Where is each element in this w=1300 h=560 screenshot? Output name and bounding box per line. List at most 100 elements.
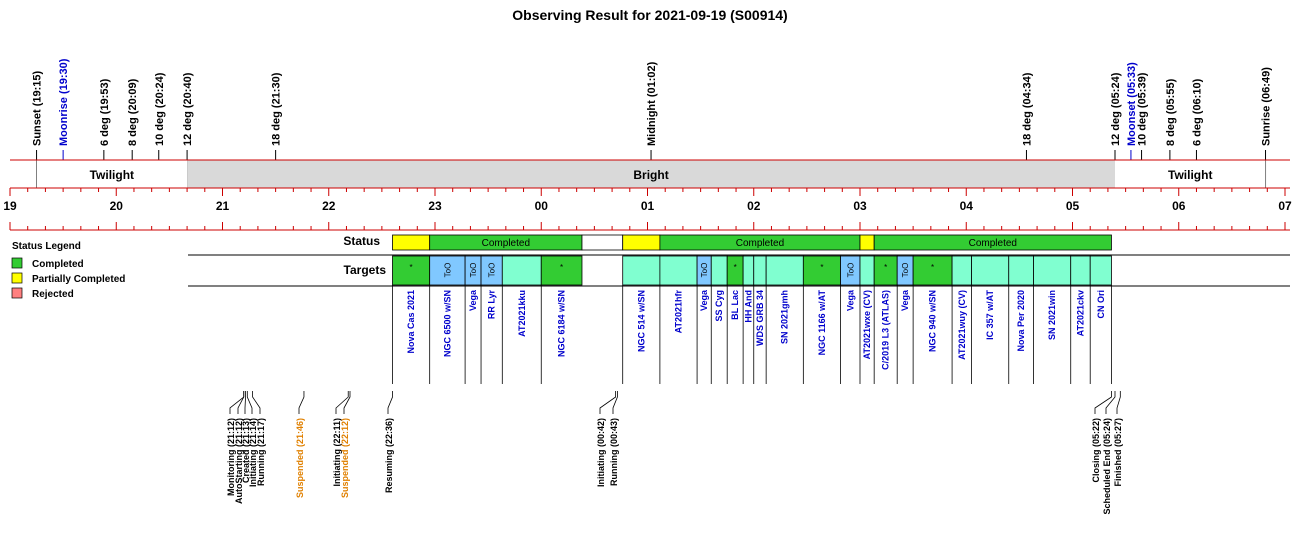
target-name-23: SN 2021win (1047, 290, 1057, 340)
status-log-label-9: Initiating (00:42) (596, 418, 606, 487)
target-name-12: WDS GRB 34 (755, 290, 765, 346)
sky-band-0 (36, 160, 188, 188)
status-log-label-12: Scheduled End (05:24) (1102, 418, 1112, 515)
target-name-24: AT2021ckv (1075, 290, 1085, 336)
targets-row-label: Targets (344, 263, 387, 277)
status-segment-2 (581, 234, 624, 251)
target-name-21: IC 357 w/AT (985, 290, 995, 340)
target-star-mark-17: * (884, 263, 887, 272)
sky-band-2 (1115, 160, 1266, 188)
target-name-1: NGC 6500 w/SN (442, 290, 452, 357)
event-label-13: 6 deg (06:10) (1191, 78, 1203, 146)
legend-swatch-1 (11, 272, 23, 284)
target-block-1 (429, 255, 466, 286)
event-label-7: Midnight (01:02) (646, 61, 658, 146)
target-block-20 (951, 255, 972, 286)
hour-label-6: 01 (641, 199, 655, 213)
status-legend: Status Legend Completed Partially Complete… (11, 241, 125, 300)
status-log-label-8: Resuming (22:36) (384, 418, 394, 493)
target-block-11 (742, 255, 755, 286)
hour-label-1: 20 (110, 199, 124, 213)
status-log-leader-9 (599, 391, 617, 414)
target-name-6: NGC 514 w/SN (636, 290, 646, 352)
target-name-19: NGC 940 w/SN (928, 290, 938, 352)
targets-row: * Nova Cas 2021 ToO NGC 6500 w/SN ToO Vega ToO… (392, 255, 1112, 384)
target-block-22 (1008, 255, 1034, 286)
hour-label-5: 00 (535, 199, 549, 213)
hour-label-10: 05 (1066, 199, 1080, 213)
target-block-5 (540, 255, 583, 286)
hour-label-0: 19 (3, 199, 17, 213)
legend-title: Status Legend (12, 241, 81, 252)
chart-title: Observing Result for 2021-09-19 (S00914) (512, 7, 787, 23)
status-row: Completed Completed Completed (392, 234, 1112, 251)
target-name-2: Vega (468, 289, 478, 311)
status-log-leader-1 (237, 391, 245, 414)
target-star-mark-19: * (931, 263, 934, 272)
status-log-label-5: Suspended (21:46) (295, 418, 305, 498)
target-name-16: AT2021wxe (CV) (862, 290, 872, 359)
status-log-leader-5 (298, 391, 305, 414)
sky-band-label-0: Twilight (90, 168, 134, 182)
target-star-mark-14: * (820, 263, 823, 272)
status-log-leader-11 (1094, 391, 1112, 414)
target-block-12 (753, 255, 767, 286)
hour-label-9: 04 (960, 199, 974, 213)
status-log-leader-3 (246, 391, 253, 414)
target-block-19 (912, 255, 953, 286)
legend-swatch-0 (11, 257, 23, 269)
legend-label-0: Completed (32, 259, 84, 270)
hour-label-3: 22 (322, 199, 336, 213)
target-name-18: Vega (900, 289, 910, 311)
event-label-5: 12 deg (20:40) (182, 72, 194, 146)
event-label-10: Moonset (05:33) (1126, 62, 1138, 146)
status-log-label-11: Closing (05:22) (1091, 418, 1101, 483)
event-label-0: Sunset (19:15) (32, 70, 44, 146)
status-log-leader-12 (1105, 391, 1116, 414)
event-label-3: 8 deg (20:09) (127, 78, 139, 146)
legend-label-2: Rejected (32, 289, 74, 300)
target-name-3: RR Lyr (487, 290, 497, 320)
target-block-7 (659, 255, 698, 286)
status-segment-label-1: Completed (482, 238, 530, 249)
sky-bands: Twilight Bright Twilight (10, 159, 1290, 189)
status-log-label-3: Initiating (21:14) (248, 418, 258, 487)
legend-label-1: Partially Completed (32, 274, 125, 285)
target-block-9 (710, 255, 728, 286)
target-name-25: CN Ori (1096, 290, 1106, 319)
target-name-4: AT2021kku (517, 290, 527, 337)
status-log-leader-6 (335, 391, 349, 414)
status-log-label-7: Suspended (22:12) (340, 418, 350, 498)
status-log-leader-8 (387, 391, 393, 414)
status-segment-label-4: Completed (736, 238, 784, 249)
target-name-0: Nova Cas 2021 (406, 290, 416, 354)
status-log-leader-13 (1116, 391, 1121, 414)
status-log-label-2: Created (21:13) (241, 418, 251, 483)
target-name-11: HH And (743, 290, 753, 323)
target-star-mark-0: * (410, 263, 413, 272)
status-log: Monitoring (21:12)AutoStarting (21:12)Cr… (226, 391, 1123, 515)
target-block-6 (622, 255, 661, 286)
target-block-4 (501, 255, 542, 286)
event-label-14: Sunrise (06:49) (1261, 67, 1273, 146)
status-segment-6 (873, 234, 1112, 251)
target-name-5: NGC 6184 w/SN (557, 290, 567, 357)
target-too-mark-8: ToO (700, 263, 709, 278)
row-labels: Status Targets (188, 234, 1290, 287)
status-log-leader-4 (252, 391, 261, 414)
status-segment-5 (859, 234, 875, 251)
time-axis: 19 20 21 22 23 00 01 02 03 04 05 06 07 (3, 188, 1292, 231)
target-name-10: BL Lac (730, 290, 740, 320)
target-block-23 (1033, 255, 1072, 286)
event-label-6: 18 deg (21:30) (271, 72, 283, 146)
status-log-leader-0 (229, 391, 245, 414)
target-name-22: Nova Per 2020 (1016, 290, 1026, 352)
status-row-label: Status (343, 234, 380, 248)
event-label-11: 10 deg (05:39) (1137, 72, 1149, 146)
target-block-0 (392, 255, 431, 286)
hour-label-11: 06 (1172, 199, 1186, 213)
target-block-14 (802, 255, 841, 286)
target-name-13: SN 2021gmh (780, 290, 790, 344)
target-block-21 (971, 255, 1010, 286)
